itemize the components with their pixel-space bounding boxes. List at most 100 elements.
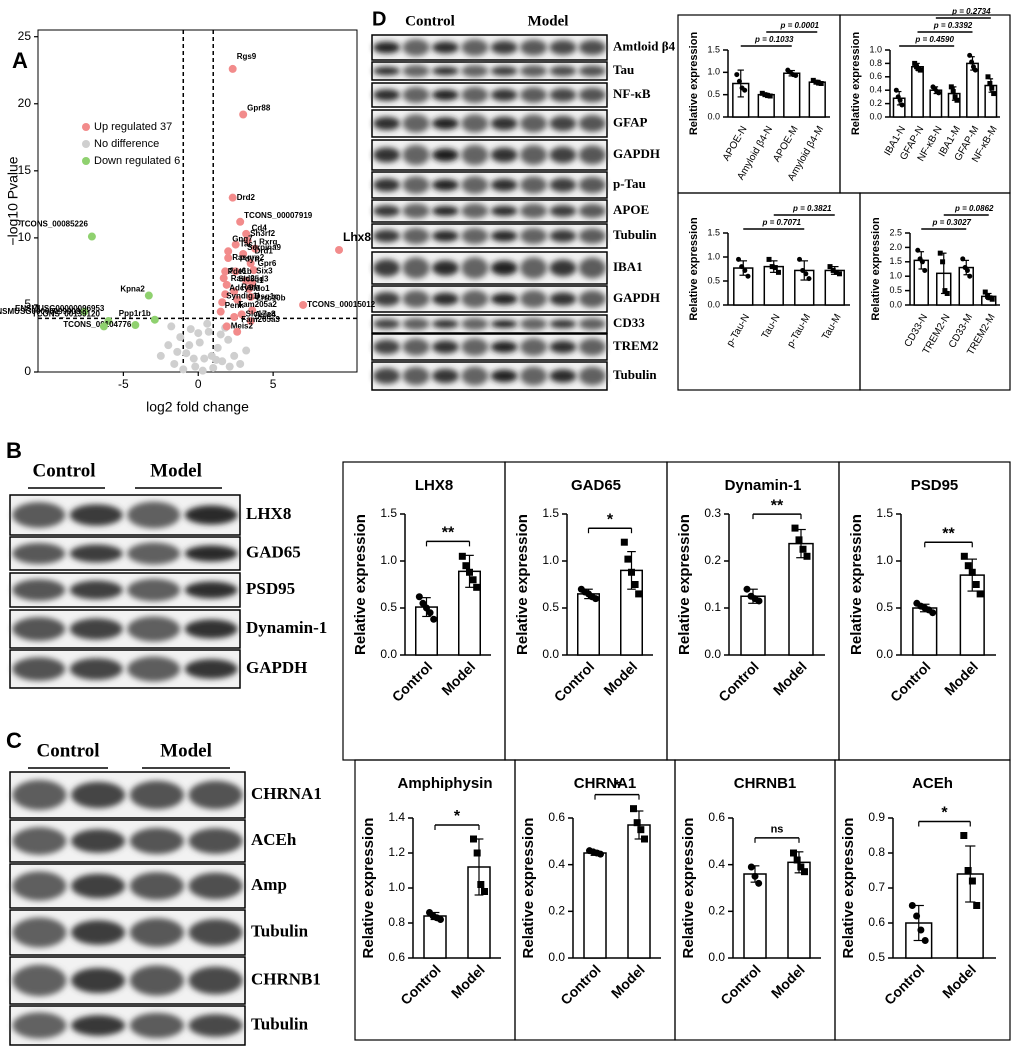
blot-band [549,88,577,102]
significance-label: p = 0.2734 [951,7,991,16]
x-tick-label: Tau-M [820,312,843,342]
blot-band [184,545,238,562]
data-point [430,615,438,623]
y-tick-label: 0.3 [704,506,721,520]
x-tick-label: Model [941,658,981,698]
significance-label: * [607,511,614,528]
blot-row-label: Dynamin-1 [246,618,327,637]
data-point [908,902,916,909]
significance-label: p = 0.7071 [762,218,802,227]
data-point [635,590,643,598]
blot-row-label: Tubulin [613,227,657,242]
point-label: Asic4 [255,310,277,319]
data-point [793,72,799,78]
data-point [734,72,740,78]
data-point [922,267,928,273]
data-point [477,881,485,888]
point-label: Drd2 [237,193,256,202]
panel-letter: A [12,48,28,73]
point [233,327,242,336]
y-tick-label: 0.2 [548,904,565,918]
data-point [742,267,748,273]
blot-row-label: Amp [251,875,287,894]
point-label: TCONS_00085226 [20,220,89,229]
y-tick-label: 0.0 [707,299,720,309]
blot-band [184,581,238,599]
data-point [755,597,763,605]
point [216,330,225,339]
y-tick-label: 15 [18,163,32,177]
point [195,338,204,347]
blot-group-label: Control [33,460,96,481]
y-axis-label: Relative expression [352,514,369,655]
blot-band [127,501,181,529]
chart-title: Amphiphysin [397,775,492,792]
y-tick-label: 0.6 [388,950,405,964]
blot-row-label: Tubulin [251,1014,309,1033]
x-tick-label: Control [887,658,934,705]
y-tick-label: 0.0 [876,647,893,661]
blot-band [461,39,489,56]
data-point [940,259,946,265]
blot-band [549,369,577,383]
point [243,236,252,245]
y-tick-label: 0.4 [708,857,725,871]
y-axis-label: Relative expression [688,32,700,136]
point [251,244,260,253]
point [191,362,200,371]
point [335,245,344,254]
blot-band [71,873,126,899]
chart-title: CHRNA1 [574,775,637,792]
y-tick-label: 0.0 [707,111,720,121]
x-tick-label: p-Tau-M [785,312,813,349]
y-tick-label: 1.2 [388,845,405,859]
data-point [736,256,742,262]
x-tick-label: APOE-N [721,124,750,163]
point [87,232,96,241]
blot-band [431,292,459,306]
point [222,322,231,331]
point [185,341,194,350]
point-label: TCONS_00007919 [244,211,313,220]
data-point [743,585,751,593]
y-tick-label: 1.5 [380,506,397,520]
data-point [915,247,921,253]
blot-band [184,659,238,679]
y-tick-label: 0.1 [704,600,721,614]
blot-band [402,318,430,330]
data-point [767,93,773,99]
y-tick-label: 1.0 [869,44,882,54]
data-point [736,78,742,84]
blot-band [69,658,123,680]
blot-band [12,827,67,855]
chart-title: Dynamin-1 [725,477,802,494]
blot-row-label: CHRNA1 [251,784,322,803]
blot-band [188,919,243,946]
point-label: Gpr88 [247,104,271,113]
blot-band [71,920,126,945]
x-tick-label: Control [717,961,764,1008]
y-axis-label: Relative expression [840,818,857,959]
data-point [913,912,921,920]
data-point [950,89,956,95]
blot-band [431,205,459,217]
blot-band [402,290,430,308]
point [80,307,89,316]
significance-label: ** [942,526,955,543]
blot-row-label: TREM2 [613,338,659,353]
data-point [803,271,809,277]
blot-band [549,319,577,329]
blot-band [188,1014,243,1037]
data-point [960,256,966,262]
significance-label: * [454,808,461,825]
blot-band [402,176,430,194]
point [131,321,140,330]
bar [808,81,826,118]
x-tick-label: Model [768,961,808,1001]
blot-band [520,114,548,133]
data-point [952,94,958,100]
blot-band [490,66,518,76]
point [233,295,242,304]
blot-row-label: GFAP [613,114,647,129]
point [231,267,240,276]
